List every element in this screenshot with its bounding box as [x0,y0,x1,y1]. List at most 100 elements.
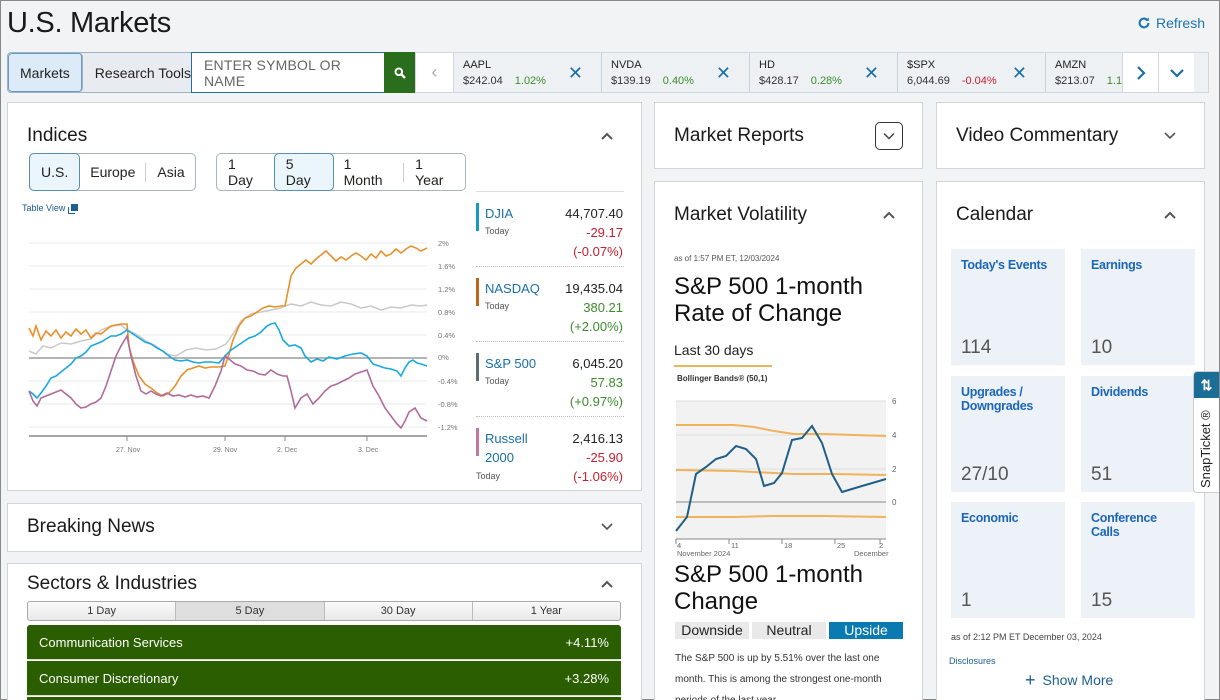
video-commentary-card[interactable] [936,102,1205,169]
chart-gridlines [29,242,427,428]
x-axis-labels: 27. Nov 29. Nov 2. Dec 3. Dec [116,447,379,454]
svg-text:0%: 0% [438,353,449,362]
sector-row[interactable]: Consumer Discretionary +3.28% [27,661,621,696]
market-reports-expand-button[interactable] [875,122,903,150]
index-row-djia[interactable]: DJIA Today 44,707.40 -29.17 (-0.07%) [476,191,624,266]
tab-research-tools[interactable]: Research Tools [94,64,192,81]
sectors-tab-1-year[interactable]: 1 Year [530,605,562,617]
tile-count: 27/10 [961,464,1009,485]
tile-count: 51 [1091,464,1113,485]
ticker-symbol: NVDA [611,59,642,71]
index-pct: (+2.00%) [569,319,623,334]
indices-title: Indices [27,125,88,146]
svg-text:0.4%: 0.4% [438,331,455,340]
ticker-item[interactable]: NVDA $139.19 0.40% ✕ [602,53,750,92]
ticker-change: 0.28% [810,75,842,87]
close-icon[interactable]: ✕ [1011,63,1027,83]
calendar-title: Calendar [956,204,1034,225]
calendar-tile-conference-calls[interactable]: Conference Calls 15 [1081,502,1195,618]
lower-band [676,515,887,518]
ticker-next-button[interactable] [1122,53,1158,92]
sector-row[interactable]: Communication Services +4.11% [27,625,621,660]
calendar-tile-todays-events[interactable]: Today's Events 114 [951,249,1065,365]
ticker-item[interactable]: AAPL $242.04 1.02% ✕ [454,53,602,92]
ticker-price: $242.04 [463,75,503,87]
chevron-down-icon [883,132,895,140]
search-button[interactable] [384,52,415,93]
chevron-up-icon[interactable] [600,577,614,591]
search-icon [394,67,406,79]
tile-count: 1 [961,590,972,611]
index-row-sp500[interactable]: S&P 500 Today 6,045.20 57.83 (+0.97%) [476,341,624,416]
svg-text:4: 4 [677,541,681,550]
region-asia[interactable]: Asia [157,164,185,180]
calendar-tile-economic[interactable]: Economic 1 [951,502,1065,618]
index-name[interactable]: DJIA [485,206,514,221]
page-title: U.S. Markets [7,7,171,39]
ticker-prev-button[interactable]: ‹ [416,53,454,92]
breaking-news-card[interactable] [7,503,642,552]
close-icon[interactable]: ✕ [567,63,583,83]
period-5-day[interactable]: 5 Day [273,153,334,191]
index-today-label: Today [485,376,510,386]
chevron-up-icon[interactable] [600,129,614,143]
region-us[interactable]: U.S. [29,153,81,191]
upper-band [676,424,887,437]
tile-label: Dividends [1091,385,1149,399]
index-change: -25.90 [586,450,623,465]
chevron-up-icon[interactable] [1163,208,1177,222]
region-europe[interactable]: Europe [79,154,147,190]
ticker-item[interactable]: $SPX 6,044.69 -0.04% ✕ [898,53,1046,92]
index-row-nasdaq[interactable]: NASDAQ Today 19,435.04 380.21 (+2.00%) [476,266,624,341]
popout-icon [70,204,78,211]
breaking-news-title: Breaking News [27,516,155,537]
watchlist-expand-button[interactable] [1158,53,1194,92]
svg-text:4: 4 [892,431,897,440]
close-icon[interactable]: ✕ [715,63,731,83]
index-name[interactable]: NASDAQ [485,281,540,296]
range-tab-underline [674,365,772,367]
sentiment-scale: Downside Neutral Upside [675,622,903,639]
tile-label: Upgrades / Downgrades [961,385,1034,413]
sectors-tab-30-day[interactable]: 30 Day [325,602,473,620]
calendar-tile-earnings[interactable]: Earnings 10 [1081,249,1195,365]
tile-label: Earnings [1091,258,1143,272]
svg-text:6: 6 [892,397,897,406]
series-color-marker [476,428,479,456]
swap-arrows-icon: ⇅ [1194,372,1219,398]
chevron-down-icon[interactable] [1163,129,1177,143]
chevron-up-icon[interactable] [882,208,896,222]
ticker-price: $139.19 [611,75,651,87]
index-value: 44,707.40 [565,206,623,221]
market-reports-card[interactable] [654,102,923,169]
ticker-change: 0.40% [662,75,694,87]
period-1-day[interactable]: 1 Day [228,156,253,188]
period-1-year[interactable]: 1 Year [415,156,444,188]
ticker-symbol: AMZN [1055,59,1087,71]
ticker-symbol: $SPX [907,59,936,71]
period-1-month[interactable]: 1 Month [333,154,405,190]
refresh-button[interactable]: Refresh [1137,15,1205,31]
sectors-tab-1-day[interactable]: 1 Day [28,602,177,620]
disclosures-link[interactable]: Disclosures [949,656,996,666]
sector-row[interactable] [27,697,621,700]
close-icon[interactable]: ✕ [863,63,879,83]
index-pct: (+0.97%) [569,394,623,409]
chevron-down-icon[interactable] [600,520,614,534]
svg-text:0: 0 [892,498,897,507]
index-name[interactable]: S&P 500 [485,356,537,371]
snapticket-tab[interactable]: ⇅ SnapTicket ® [1193,371,1219,493]
index-row-russell-2000[interactable]: Russell 2000 Today 2,416.13 -25.90 (-1.06%) [476,416,624,486]
calendar-tile-dividends[interactable]: Dividends 51 [1081,376,1195,492]
show-more-button[interactable]: + Show More [1025,671,1113,689]
symbol-search-input[interactable]: ENTER SYMBOL OR NAME [191,52,385,93]
calendar-tile-upgrades-downgrades[interactable]: Upgrades / Downgrades 27/10 [951,376,1065,492]
sectors-tab-5-day[interactable]: 5 Day [176,602,325,620]
table-view-link[interactable]: Table View [22,203,78,213]
index-name[interactable]: Russell 2000 [485,429,528,467]
ticker-item[interactable]: AMZN $213.07 1.1 [1046,53,1122,92]
x-ticks [126,436,368,441]
range-tab-last-30-days[interactable]: Last 30 days [674,342,754,358]
ticker-item[interactable]: HD $428.17 0.28% ✕ [750,53,898,92]
tab-markets[interactable]: Markets [8,53,83,92]
